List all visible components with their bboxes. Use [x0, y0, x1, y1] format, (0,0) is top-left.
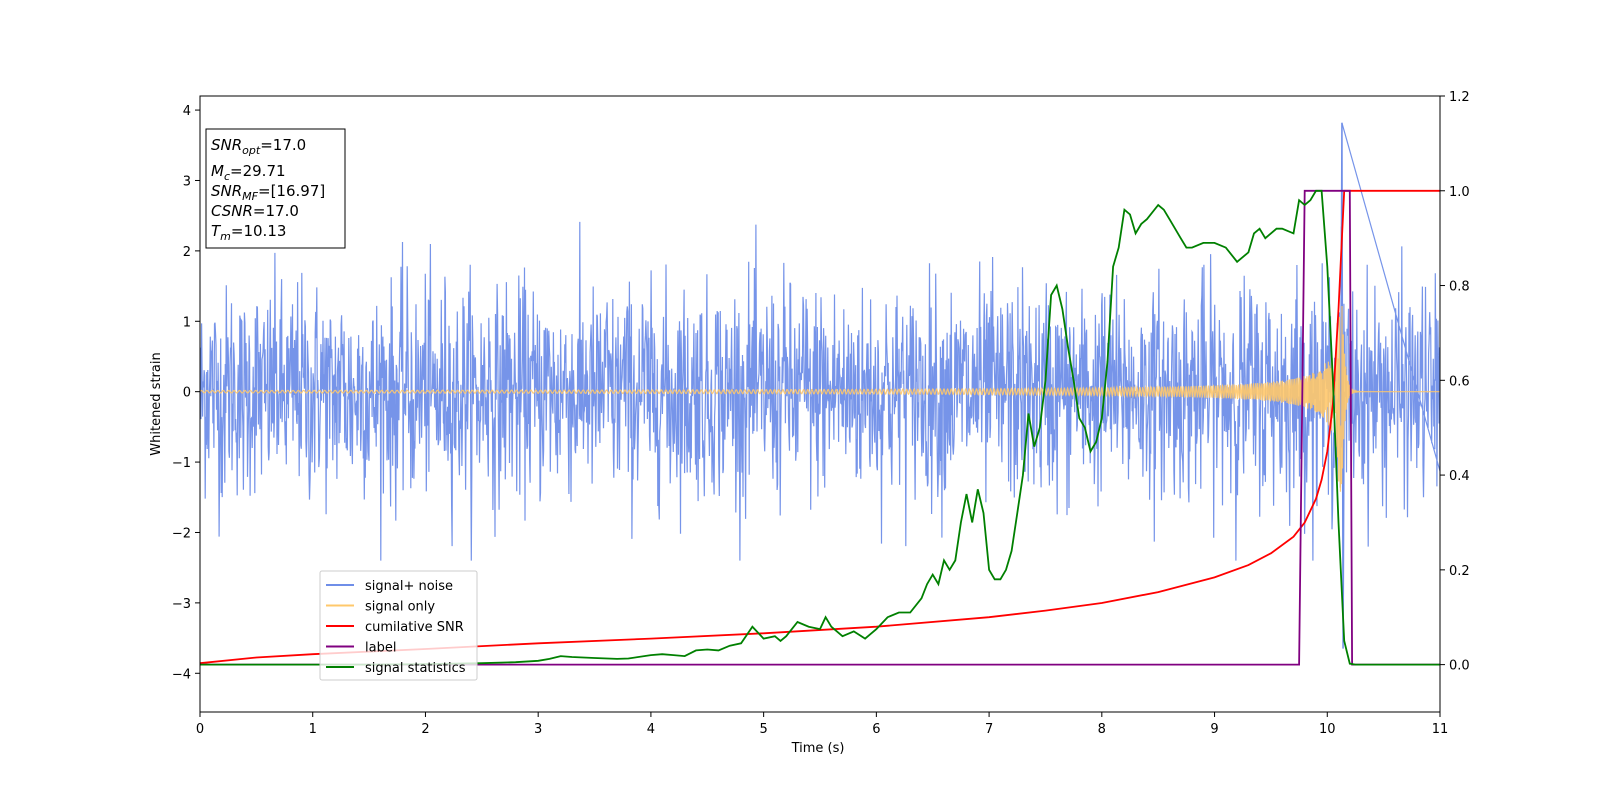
y-axis-label: Whitened strain [149, 352, 164, 455]
y-left-tick-label: −3 [172, 597, 191, 612]
y-right-tick-label: 0.4 [1449, 469, 1470, 484]
annotation-line-snr-mf: SNRMF=[16.97] [211, 182, 325, 203]
x-tick-label: 9 [1210, 722, 1218, 737]
legend-label: cumilative SNR [365, 620, 464, 635]
y-left-tick-label: −2 [172, 526, 191, 541]
x-tick-label: 8 [1098, 722, 1106, 737]
y-right-tick-label: 0.2 [1449, 564, 1470, 579]
x-axis-label: Time (s) [791, 741, 845, 756]
annotation-line-tm: Tm=10.13 [211, 222, 286, 243]
x-tick-label: 4 [647, 722, 655, 737]
x-tick-label: 6 [872, 722, 880, 737]
plot-frame [199, 95, 1441, 713]
legend-label: label [365, 641, 396, 656]
x-tick-label: 5 [759, 722, 767, 737]
x-tick-label: 3 [534, 722, 542, 737]
x-tick-label: 1 [309, 722, 317, 737]
y-left-tick-label: 3 [183, 174, 191, 189]
y-left-tick-label: 1 [183, 315, 191, 330]
annotation-line-snr-opt: SNRopt=17.0 [211, 136, 306, 157]
y-left-tick-label: 2 [183, 245, 191, 260]
annotation-line-csnr: CSNR=17.0 [211, 202, 299, 220]
y-right-tick-label: 1.0 [1449, 185, 1470, 200]
y-left-tick-label: 4 [183, 104, 191, 119]
y-left-tick-label: −1 [172, 456, 191, 471]
annotation-line-mc: Mc=29.71 [211, 162, 286, 183]
legend-label: signal only [365, 600, 435, 615]
plot-area [200, 122, 1440, 666]
y-left-tick-label: −4 [172, 667, 191, 682]
series-signal-noise [200, 122, 1440, 561]
x-tick-label: 10 [1319, 722, 1336, 737]
x-axis: 0 1 2 3 4 5 6 7 8 9 10 11 [196, 712, 1448, 737]
legend: signal+ noise signal only cumilative SNR la… [319, 570, 478, 681]
legend-label: signal+ noise [365, 579, 453, 594]
x-tick-label: 11 [1432, 722, 1449, 737]
series-signal-statistics [200, 189, 1440, 666]
series-signal-only [200, 305, 1440, 492]
x-tick-label: 7 [985, 722, 993, 737]
annotation-box: SNRopt=17.0 Mc=29.71 SNRMF=[16.97] CSNR=… [205, 128, 346, 249]
legend-label: signal statistics [365, 661, 466, 676]
y-axis-right: 1.2 1.0 0.8 0.6 0.4 0.2 0.0 [1440, 90, 1470, 674]
y-right-tick-label: 0.6 [1449, 374, 1470, 389]
y-left-tick-label: 0 [183, 386, 191, 401]
x-tick-label: 0 [196, 722, 204, 737]
y-right-tick-label: 1.2 [1449, 90, 1470, 105]
series-cumilative-snr [200, 189, 1440, 665]
y-right-tick-label: 0.8 [1449, 280, 1470, 295]
y-right-tick-label: 0.0 [1449, 659, 1470, 674]
y-axis-left: 4 3 2 1 0 −1 −2 −3 −4 [172, 104, 200, 682]
x-tick-label: 2 [421, 722, 429, 737]
